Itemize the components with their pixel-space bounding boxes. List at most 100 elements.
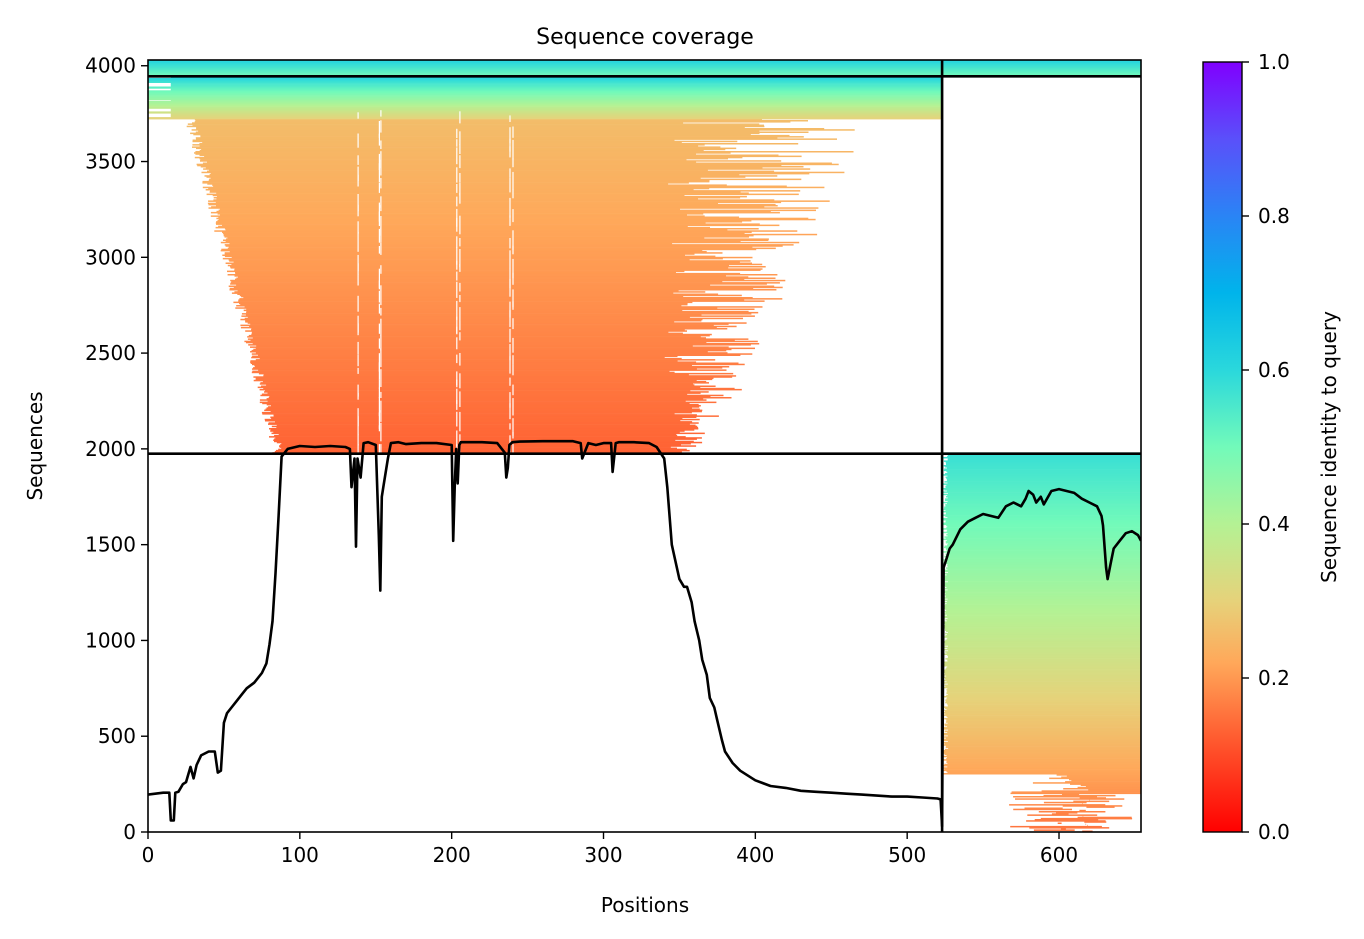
gap-mark (380, 410, 382, 422)
msa-row (1077, 816, 1132, 819)
msa-row (942, 744, 1141, 746)
msa-row (945, 643, 1141, 645)
gap-mark (512, 126, 514, 138)
msa-row (947, 544, 1141, 546)
msa-row (148, 62, 1141, 64)
y-tick-label: 3500 (85, 150, 136, 174)
colorbar-tick-label: 1.0 (1258, 50, 1290, 74)
msa-row (148, 101, 943, 104)
gap-mark (456, 388, 458, 404)
msa-row (1061, 776, 1141, 778)
msa-row (1063, 788, 1141, 790)
msa-row (195, 153, 696, 155)
gap-mark (459, 411, 461, 432)
msa-row (281, 443, 691, 445)
msa-row (945, 473, 1141, 475)
msa-row (945, 521, 1141, 523)
gap-mark (378, 444, 380, 460)
msa-row (943, 599, 1141, 601)
msa-row (254, 366, 730, 368)
msa-row (220, 249, 703, 252)
msa-row (148, 66, 1141, 68)
msa-row (942, 727, 1141, 729)
msa-row (943, 573, 1141, 575)
msa-row (194, 118, 763, 121)
msa-row (947, 690, 1141, 692)
msa-row (148, 77, 943, 80)
msa-row (942, 606, 1141, 608)
gap-mark (456, 271, 458, 281)
msa-row (148, 73, 1141, 75)
msa-row (252, 337, 707, 339)
msa-row (948, 552, 1141, 554)
msa-row (946, 478, 1141, 481)
msa-row (943, 613, 1141, 615)
msa-row (271, 405, 701, 407)
msa-row (944, 709, 1141, 712)
msa-row (944, 717, 1141, 720)
msa-row (195, 137, 778, 139)
gap-mark (357, 367, 359, 374)
msa-row (170, 110, 943, 112)
msa-row (946, 720, 1141, 722)
msa-row (945, 585, 1141, 588)
msa-row (203, 168, 811, 170)
msa-row (220, 214, 687, 216)
msa-row (1051, 813, 1069, 815)
gap-mark (357, 341, 359, 355)
msa-row (148, 80, 943, 82)
msa-row (265, 408, 700, 410)
gap-mark (456, 208, 458, 227)
colorbar-tick-label: 0.2 (1258, 666, 1290, 690)
gap-mark (512, 189, 514, 199)
msa-row (148, 61, 1141, 63)
gap-mark (357, 315, 359, 336)
msa-row (222, 257, 723, 260)
msa-row (264, 391, 709, 393)
gap-mark (459, 282, 461, 292)
msa-row (202, 141, 682, 144)
msa-row (1024, 807, 1063, 809)
msa-row (945, 592, 1141, 595)
msa-row (942, 706, 1141, 708)
msa-row (945, 520, 1141, 522)
msa-row (945, 461, 1141, 463)
msa-row (250, 323, 729, 325)
msa-row (947, 532, 1141, 535)
msa-row (148, 112, 943, 114)
msa-row (948, 581, 1141, 583)
gap-mark (357, 254, 359, 272)
msa-row (170, 108, 943, 110)
msa-row (227, 264, 730, 267)
msa-row (947, 467, 1141, 469)
msa-row (946, 556, 1141, 559)
msa-row (249, 325, 737, 328)
msa-row (247, 322, 747, 324)
msa-row (257, 386, 701, 389)
msa-row (945, 505, 1141, 507)
msa-row (279, 445, 697, 447)
msa-row (947, 725, 1141, 728)
msa-row (942, 522, 1141, 524)
gap-mark (378, 246, 380, 254)
msa-row (196, 138, 837, 140)
msa-row (210, 215, 705, 217)
msa-row (234, 268, 763, 270)
msa-row (148, 97, 943, 99)
msa-row (1009, 804, 1106, 806)
msa-row (255, 359, 716, 361)
msa-row (1084, 821, 1107, 823)
msa-row (244, 340, 758, 343)
msa-row (148, 92, 943, 94)
msa-row (198, 130, 760, 132)
x-tick-label: 400 (736, 843, 774, 867)
msa-row (946, 534, 1141, 536)
msa-row (944, 753, 1141, 755)
gap-mark (456, 354, 458, 364)
msa-row (943, 646, 1141, 649)
msa-row (208, 179, 710, 182)
msa-row (247, 336, 701, 338)
msa-row (245, 314, 702, 316)
msa-row (945, 604, 1141, 606)
msa-row (236, 284, 711, 286)
